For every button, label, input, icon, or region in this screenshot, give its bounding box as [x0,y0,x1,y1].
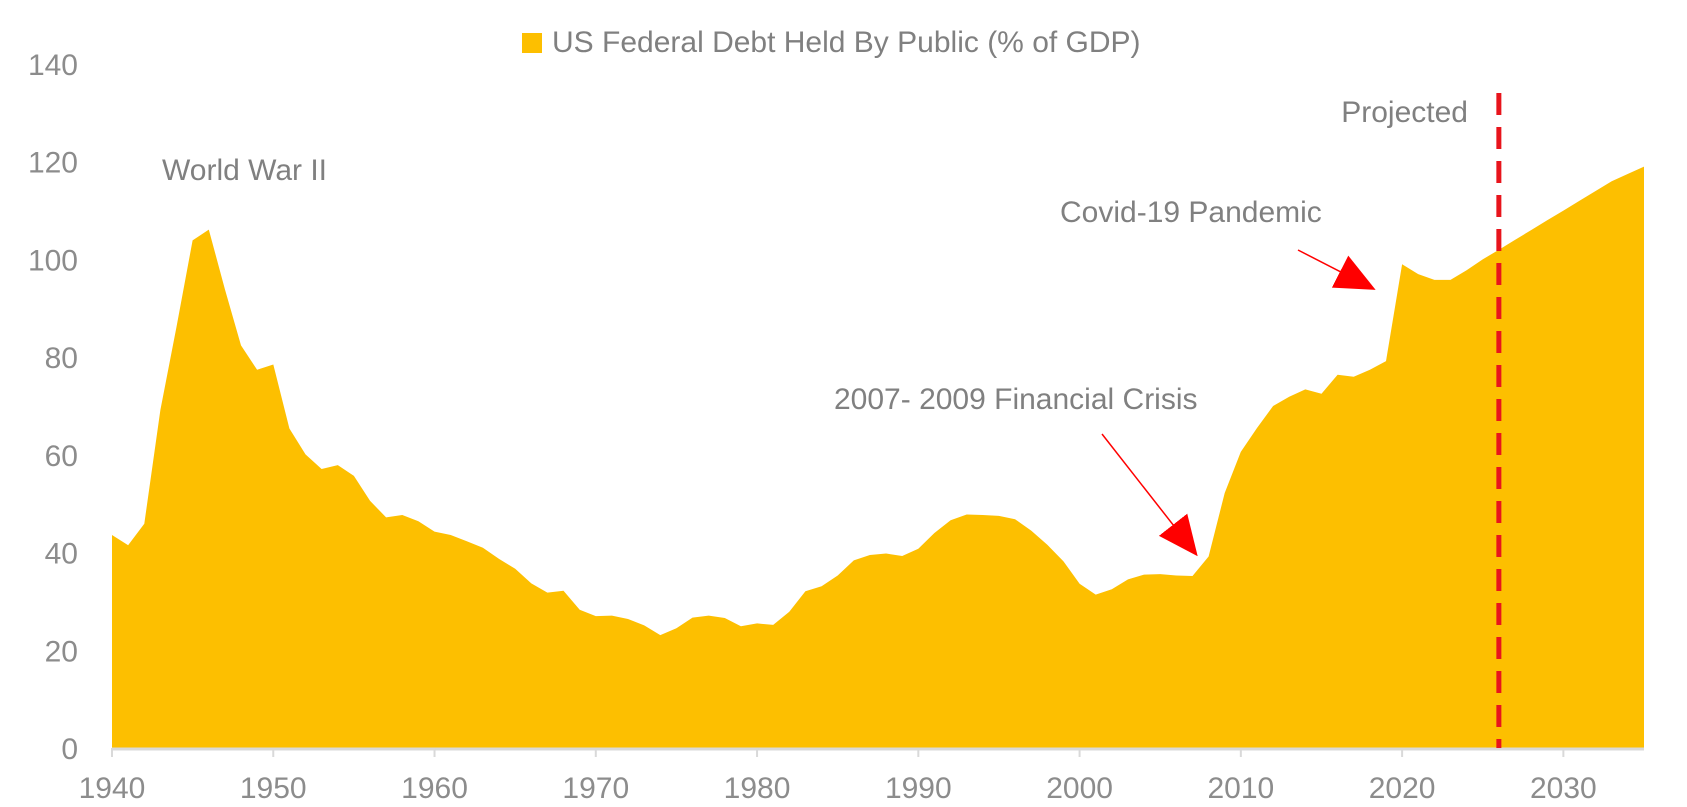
y-tick-label: 20 [45,635,78,668]
projected-label: Projected [1341,96,1468,129]
y-tick-label: 60 [45,440,78,473]
legend: US Federal Debt Held By Public (% of GDP… [522,26,1141,59]
y-tick-label: 80 [45,342,78,375]
legend-swatch [522,33,542,53]
annotation-covid-19-pandemic: Covid-19 Pandemic [1060,196,1322,229]
annotation-financial-crisis: 2007- 2009 Financial Crisis [834,383,1198,416]
x-tick-label: 2000 [1046,772,1113,805]
y-tick-label: 140 [28,49,78,82]
x-axis: 1940 1950 1960 1970 1980 1990 2000 2010 2020 2030 [79,747,1644,805]
debt-area-series [112,166,1644,749]
annotation-world-war-ii: World War II [162,154,327,187]
x-tick-label: 2010 [1207,772,1274,805]
financial-crisis-arrow [1101,433,1198,557]
y-axis-ticks: 0 20 40 60 80 100 120 140 [28,49,78,766]
x-tick-label: 2020 [1369,772,1436,805]
x-tick-label: 2030 [1530,772,1597,805]
x-tick-label: 1940 [79,772,146,805]
x-tick-label: 1970 [562,772,629,805]
y-tick-label: 0 [61,733,78,766]
y-tick-label: 120 [28,147,78,180]
y-tick-label: 40 [45,538,78,571]
y-tick-label: 100 [28,244,78,277]
x-tick-label: 1980 [724,772,791,805]
x-tick-label: 1960 [401,772,468,805]
legend-label: US Federal Debt Held By Public (% of GDP… [552,26,1141,59]
x-tick-label: 1950 [240,772,307,805]
covid-arrow [1297,249,1376,290]
x-tick-label: 1990 [885,772,952,805]
